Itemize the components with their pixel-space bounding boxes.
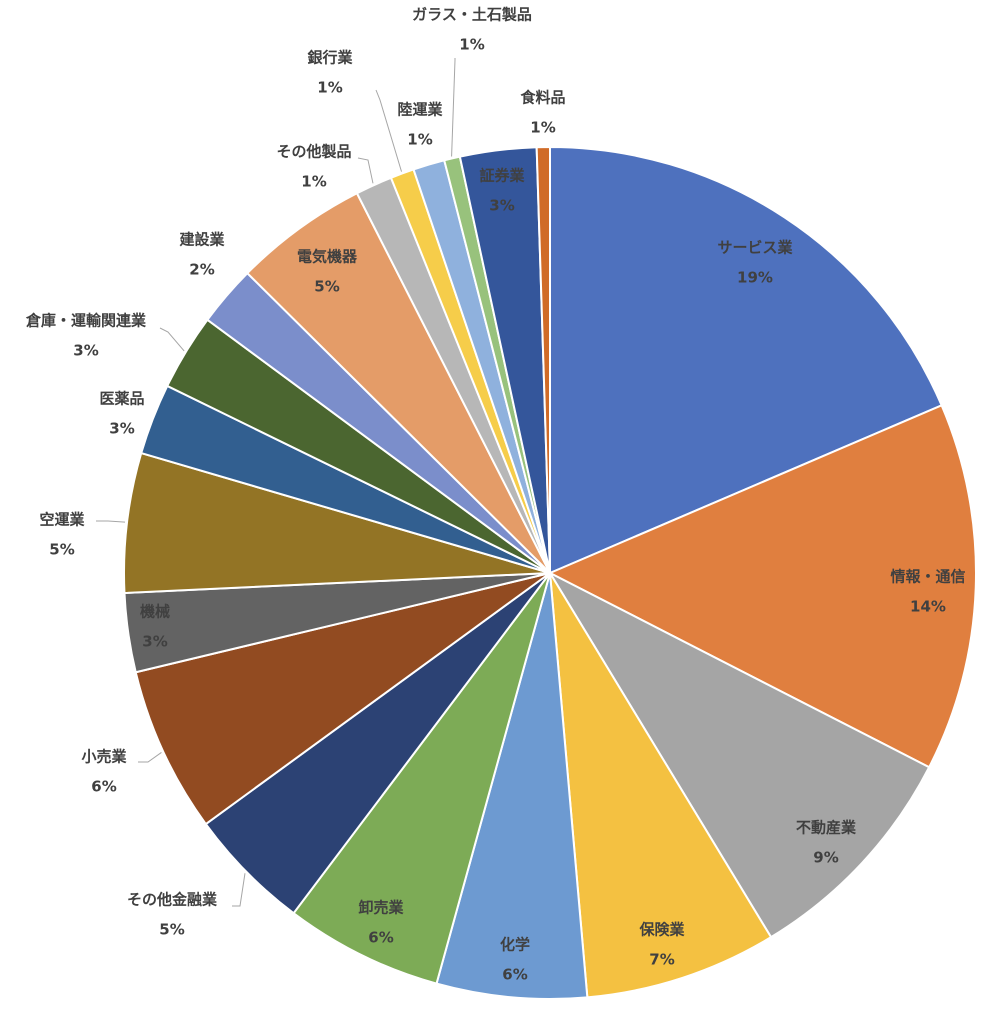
pie-slice	[549, 145, 943, 575]
slice-label: 陸運業	[397, 101, 443, 119]
slice-value-label: 3%	[73, 342, 98, 360]
slice-value-label: 6%	[502, 966, 527, 984]
slice-value-label: 3%	[109, 420, 134, 438]
slice-value-label: 1%	[459, 36, 484, 54]
slice-value-label: 1%	[317, 79, 342, 97]
pie-slice	[134, 572, 551, 826]
slice-label: 小売業	[81, 748, 127, 766]
slice-label: その他製品	[276, 143, 351, 161]
slice-value-label: 3%	[142, 633, 167, 651]
slice-label: 電気機器	[297, 248, 358, 266]
slice-value-label: 1%	[530, 119, 555, 137]
slice-label: 機械	[140, 603, 170, 621]
pie-slice	[535, 145, 551, 574]
leader-line	[451, 58, 456, 157]
slice-label: 銀行業	[307, 49, 353, 67]
pie-slice	[547, 570, 931, 939]
slice-value-label: 2%	[189, 261, 214, 279]
leader-line	[357, 157, 374, 184]
pie-slice	[123, 451, 551, 595]
slice-value-label: 6%	[368, 929, 393, 947]
slice-value-label: 14%	[910, 598, 946, 616]
slice-label: 食料品	[520, 89, 565, 107]
pie-slice	[549, 572, 773, 999]
slice-value-label: 1%	[407, 131, 432, 149]
slice-value-label: 6%	[91, 778, 116, 796]
slice-label: その他金融業	[127, 891, 218, 909]
leader-line	[138, 752, 162, 763]
pie-slice	[435, 572, 589, 1000]
pie-slice	[292, 572, 551, 985]
slice-label: サービス業	[717, 239, 793, 257]
slice-label: ガラス・土石製品	[412, 6, 532, 24]
slice-label: 情報・通信	[890, 568, 965, 586]
slice-value-label: 19%	[737, 269, 773, 287]
slice-label: 卸売業	[358, 899, 404, 917]
slice-label: 空運業	[39, 511, 85, 529]
slice-label: 化学	[500, 936, 530, 954]
slice-value-label: 5%	[159, 921, 184, 939]
slice-value-label: 9%	[813, 849, 838, 867]
slice-label: 証券業	[479, 167, 525, 185]
leader-line	[96, 520, 126, 523]
leader-line	[232, 873, 246, 907]
slice-label: 不動産業	[796, 819, 857, 837]
leader-line	[159, 327, 185, 352]
leader-line	[375, 89, 402, 172]
slice-label: 医薬品	[99, 390, 144, 408]
slice-value-label: 5%	[314, 278, 339, 296]
slice-label: 倉庫・運輸関連業	[25, 312, 147, 330]
slice-value-label: 1%	[301, 173, 326, 191]
slice-value-label: 7%	[649, 951, 674, 969]
slice-value-label: 5%	[49, 541, 74, 559]
slice-label: 建設業	[179, 231, 225, 249]
slice-label: 保険業	[638, 921, 685, 939]
pie-slice	[547, 404, 977, 769]
slice-value-label: 3%	[489, 197, 514, 215]
